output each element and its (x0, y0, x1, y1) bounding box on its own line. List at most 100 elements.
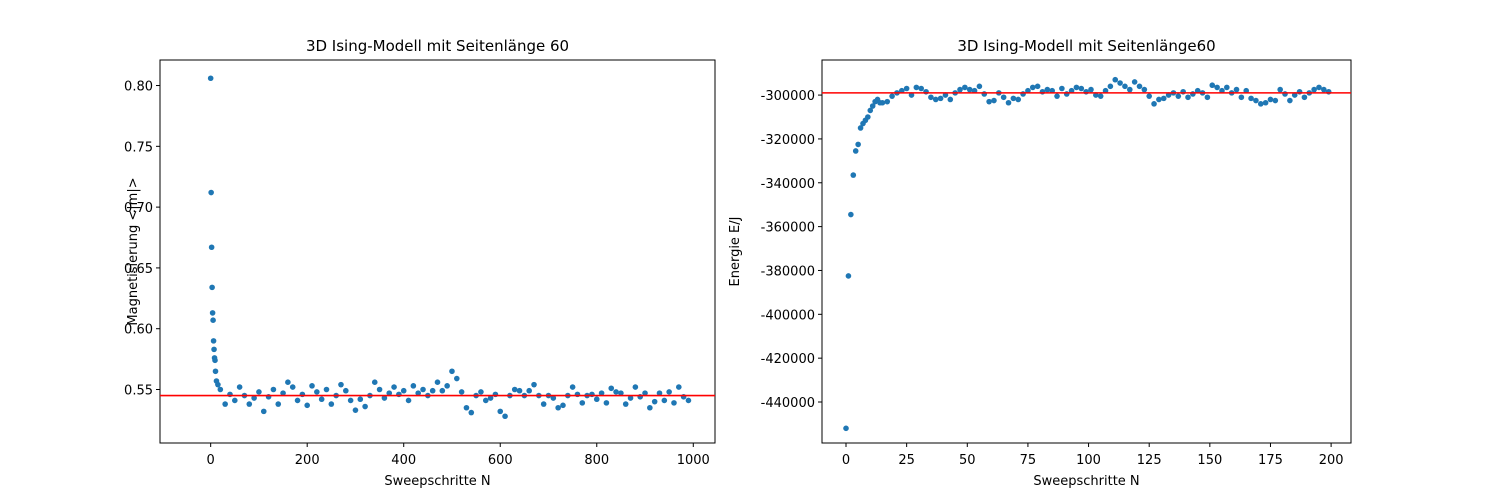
data-point (516, 387, 523, 394)
y-tick-label: -360000 (761, 221, 815, 236)
data-point (328, 401, 335, 407)
data-point (1010, 95, 1017, 102)
data-point (386, 390, 393, 396)
y-tick-label: 0.75 (124, 140, 153, 155)
data-point (1039, 88, 1046, 95)
data-point (1209, 82, 1216, 89)
data-point (362, 403, 368, 410)
data-point (579, 400, 586, 406)
data-point (850, 172, 857, 178)
data-point (1262, 99, 1269, 106)
data-point (1267, 96, 1274, 103)
data-point (381, 395, 388, 401)
y-tick-label: 0.55 (124, 384, 153, 399)
data-point (1151, 101, 1157, 107)
data-point (208, 189, 214, 196)
data-point (1180, 88, 1186, 95)
data-point (981, 91, 988, 97)
data-point (482, 397, 489, 404)
data-point (884, 98, 891, 105)
data-point (1034, 83, 1041, 90)
data-point (531, 381, 537, 388)
data-point (463, 404, 470, 411)
data-point (526, 387, 532, 394)
data-point (400, 387, 407, 394)
data-point (1005, 99, 1012, 106)
data-point (232, 397, 238, 404)
data-point (270, 386, 277, 393)
data-point (1248, 95, 1254, 102)
x-tick-label: 75 (1020, 453, 1037, 468)
data-point (434, 379, 441, 386)
data-point (647, 404, 653, 411)
x-tick-label: 400 (391, 453, 416, 468)
data-point (1224, 84, 1230, 91)
data-point (632, 384, 639, 390)
data-point (676, 384, 682, 390)
data-point (857, 125, 864, 131)
data-point (1097, 93, 1104, 99)
data-point (1029, 84, 1036, 91)
data-point (210, 317, 216, 323)
data-point (852, 148, 859, 154)
data-point (865, 114, 871, 120)
data-point (256, 389, 262, 395)
data-point (1141, 86, 1148, 93)
data-point (1083, 88, 1089, 95)
data-point (304, 402, 310, 409)
data-point (338, 381, 344, 388)
data-point (1272, 97, 1279, 104)
data-point (843, 425, 849, 432)
y-tick-label: 0.65 (124, 262, 153, 277)
data-point (1088, 86, 1094, 93)
data-point (347, 397, 354, 404)
data-point (1296, 88, 1303, 95)
data-point (1146, 93, 1152, 99)
data-point (1190, 91, 1196, 97)
data-point (1301, 94, 1308, 101)
data-point (217, 386, 224, 393)
data-point (323, 386, 330, 393)
data-point (371, 379, 378, 386)
data-point (429, 387, 436, 394)
data-point (391, 384, 397, 390)
data-point (314, 389, 320, 395)
data-point (1073, 84, 1080, 91)
data-point (478, 389, 484, 395)
data-point (1000, 94, 1007, 101)
chart-title: 3D Ising-Modell mit Seitenlänge60 (957, 37, 1215, 55)
y-tick-label: -420000 (761, 352, 815, 367)
x-axis-label: Sweepschritte N (1033, 474, 1139, 489)
data-point (1122, 83, 1128, 90)
data-point (666, 389, 672, 395)
data-point (405, 397, 412, 404)
data-point (991, 97, 997, 104)
data-point (415, 390, 421, 396)
data-point (444, 383, 450, 389)
data-point (209, 310, 216, 316)
data-point (913, 84, 920, 91)
data-point (1015, 96, 1022, 103)
y-tick-label: -320000 (761, 133, 815, 148)
x-tick-label: 0 (842, 453, 850, 468)
data-point (1257, 101, 1264, 107)
data-point (622, 401, 629, 407)
data-point (845, 273, 852, 279)
x-tick-label: 800 (584, 453, 609, 468)
data-point (903, 85, 910, 92)
data-point (608, 385, 615, 392)
data-point (251, 395, 257, 401)
plot-area (821, 59, 1352, 444)
data-point (1311, 86, 1317, 93)
data-point (215, 381, 221, 388)
data-point (376, 386, 383, 393)
data-point (618, 390, 624, 396)
data-point (627, 395, 634, 401)
data-point (966, 86, 973, 93)
x-tick-label: 50 (959, 453, 976, 468)
data-point (1054, 93, 1060, 99)
data-point (294, 397, 301, 404)
data-point (947, 96, 954, 103)
y-axis-label: Magnetisierung <|m|> (126, 177, 141, 325)
